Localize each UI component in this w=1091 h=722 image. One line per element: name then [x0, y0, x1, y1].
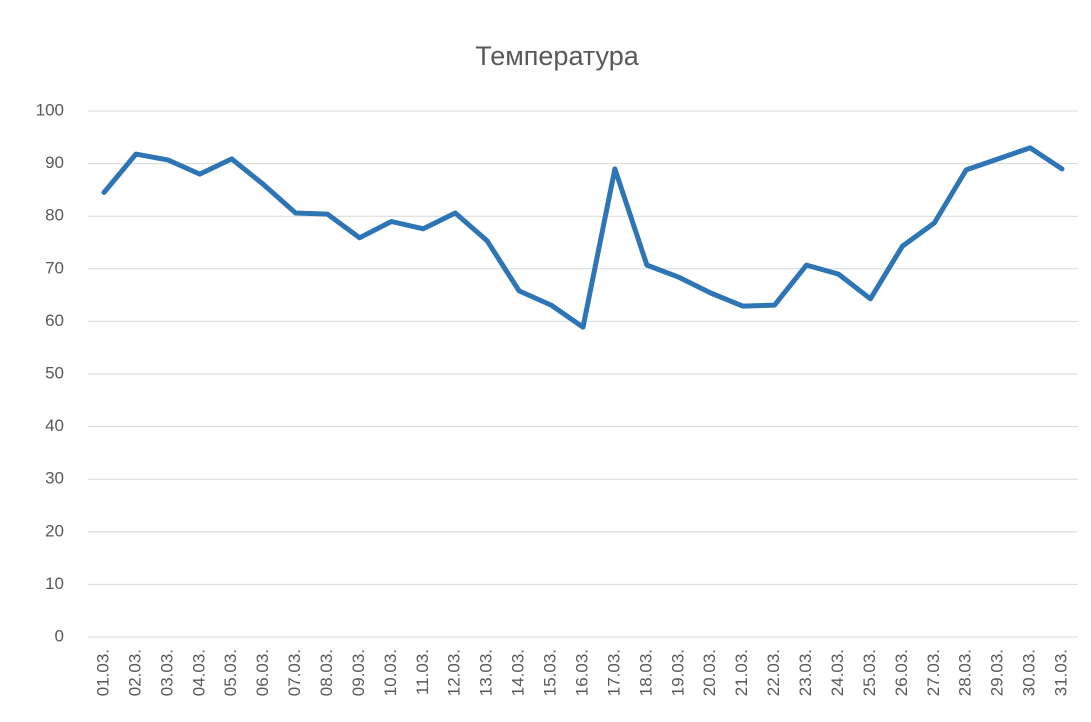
x-tick-label: 01.03. [93, 649, 112, 696]
y-tick-label: 80 [45, 206, 64, 225]
x-tick-label: 23.03. [796, 649, 815, 696]
x-tick-label: 27.03. [924, 649, 943, 696]
x-tick-label: 11.03. [413, 649, 432, 695]
x-tick-label: 26.03. [892, 649, 911, 696]
x-tick-label: 08.03. [317, 649, 336, 696]
x-tick-label: 21.03. [732, 649, 751, 696]
y-tick-label: 90 [45, 153, 64, 172]
x-tick-label: 05.03. [221, 649, 240, 696]
x-tick-label: 16.03. [572, 649, 591, 696]
x-tick-label: 19.03. [668, 649, 687, 696]
x-tick-label: 20.03. [700, 649, 719, 696]
x-tick-label: 22.03. [764, 649, 783, 696]
x-tick-label: 30.03. [1020, 649, 1039, 696]
y-tick-label: 40 [45, 416, 64, 435]
y-tick-label: 60 [45, 311, 64, 330]
line-series [101, 145, 1065, 330]
x-tick-label: 24.03. [828, 649, 847, 696]
y-tick-label: 0 [55, 626, 64, 645]
x-tick-label: 09.03. [349, 649, 368, 696]
x-tick-label: 07.03. [285, 649, 304, 696]
x-tick-label: 18.03. [636, 649, 655, 696]
x-tick-label: 06.03. [253, 649, 272, 696]
x-tick-label: 12.03. [445, 649, 464, 696]
y-tick-label: 70 [45, 258, 64, 277]
chart-title: Температура [475, 41, 640, 71]
y-tick-label: 20 [45, 521, 64, 540]
x-tick-label: 14.03. [509, 649, 528, 696]
x-tick-label: 31.03. [1052, 649, 1071, 696]
y-tick-label: 10 [45, 574, 64, 593]
x-tick-label: 13.03. [477, 649, 496, 696]
x-tick-label: 25.03. [860, 649, 879, 696]
x-tick-label: 28.03. [956, 649, 975, 696]
y-tick-label: 30 [45, 469, 64, 488]
x-tick-label: 04.03. [189, 649, 208, 696]
x-tick-label: 10.03. [381, 649, 400, 696]
x-tick-label: 02.03. [125, 649, 144, 696]
x-tick-label: 17.03. [604, 649, 623, 696]
y-tick-label: 50 [45, 363, 64, 382]
x-tick-label: 29.03. [988, 649, 1007, 696]
x-tick-label: 03.03. [157, 649, 176, 696]
x-tick-label: 15.03. [541, 649, 560, 696]
y-tick-label: 100 [36, 100, 64, 119]
